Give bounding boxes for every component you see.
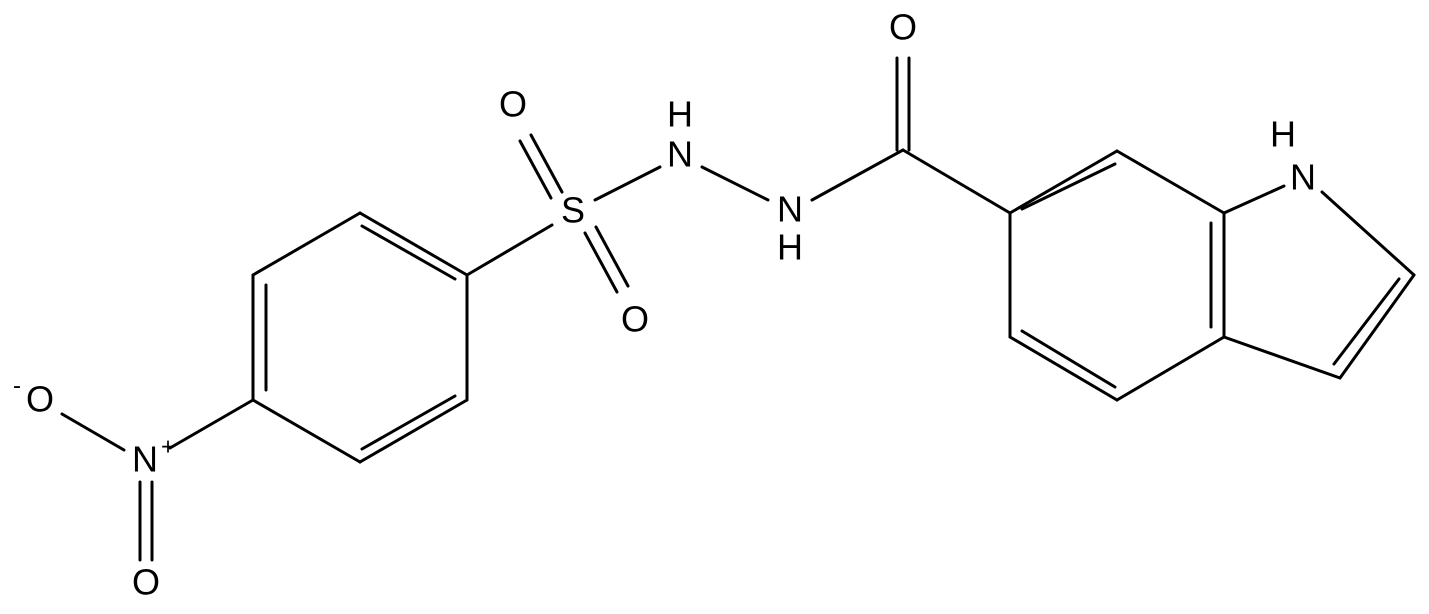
atom-label: O bbox=[889, 7, 917, 48]
atom-label: N bbox=[777, 189, 803, 230]
atom-label: O bbox=[26, 379, 54, 420]
atom-hydrogen: H bbox=[777, 227, 803, 268]
atom-label: N bbox=[667, 134, 693, 175]
atom-hydrogen: H bbox=[667, 94, 693, 135]
atom-label: N bbox=[1290, 157, 1316, 198]
atom-charge: - bbox=[13, 372, 21, 399]
atom-label: O bbox=[499, 84, 527, 125]
atom-labels: O N H N H S O O N + O - O N H bbox=[13, 7, 1316, 603]
atom-label: O bbox=[132, 562, 160, 603]
bonds bbox=[60, 56, 1416, 562]
atom-charge: + bbox=[161, 433, 175, 460]
atom-label: O bbox=[621, 299, 649, 340]
atom-hydrogen: H bbox=[1270, 114, 1296, 155]
atom-label: N bbox=[132, 439, 158, 480]
atom-label: S bbox=[561, 190, 585, 231]
